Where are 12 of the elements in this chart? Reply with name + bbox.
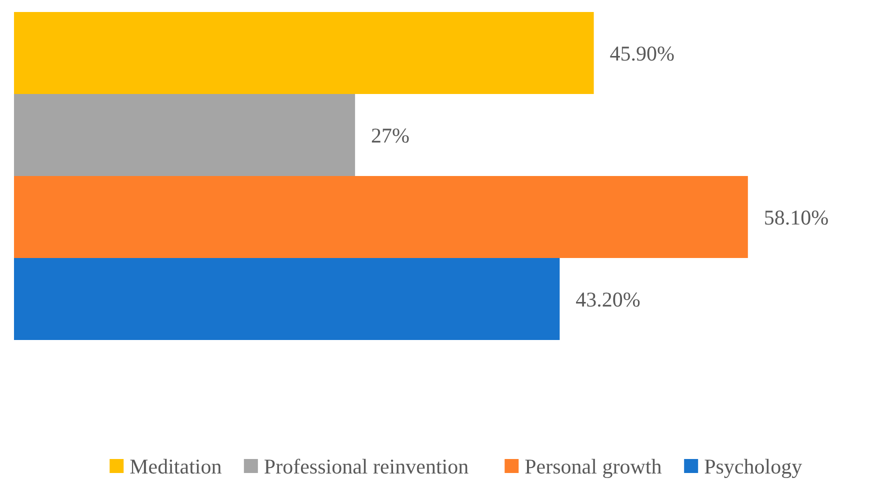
- legend-label: Professional reinvention: [264, 454, 470, 478]
- legend-label: Personal growth: [524, 454, 662, 478]
- data-label: 58.10%: [764, 205, 829, 230]
- legend-label: Psychology: [704, 454, 803, 478]
- bar: [14, 258, 560, 340]
- bar: [14, 176, 748, 258]
- data-label: 43.20%: [576, 287, 640, 312]
- data-label: 45.90%: [610, 41, 675, 66]
- bar: [14, 12, 594, 94]
- legend-label: Meditation: [130, 454, 222, 478]
- bar: [14, 94, 356, 176]
- data-label: 27%: [371, 123, 410, 148]
